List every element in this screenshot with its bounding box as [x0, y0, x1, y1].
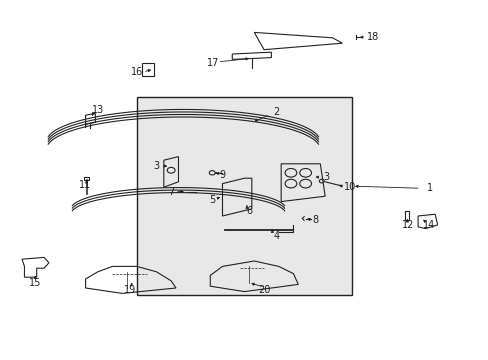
Bar: [84, 177, 88, 180]
Text: 6: 6: [246, 206, 252, 216]
Text: 7: 7: [168, 186, 174, 197]
Text: 5: 5: [209, 195, 215, 205]
Text: 16: 16: [130, 67, 143, 77]
Text: 14: 14: [422, 220, 435, 230]
Text: 3: 3: [323, 172, 329, 182]
Text: 10: 10: [343, 182, 355, 192]
Text: 11: 11: [79, 180, 92, 190]
Text: 12: 12: [401, 220, 414, 230]
Text: 20: 20: [257, 285, 270, 295]
Bar: [142, 63, 154, 76]
Bar: [404, 211, 408, 220]
Text: 15: 15: [29, 278, 41, 288]
Text: 9: 9: [219, 170, 225, 180]
Text: 17: 17: [206, 58, 219, 68]
FancyBboxPatch shape: [137, 97, 351, 295]
Text: 19: 19: [123, 285, 136, 295]
Text: 18: 18: [366, 32, 378, 42]
Text: 2: 2: [273, 107, 279, 117]
Text: 3: 3: [153, 161, 159, 171]
Text: 13: 13: [91, 105, 104, 115]
Text: 1: 1: [427, 183, 432, 193]
Text: 4: 4: [273, 231, 279, 241]
Text: 8: 8: [312, 215, 318, 225]
